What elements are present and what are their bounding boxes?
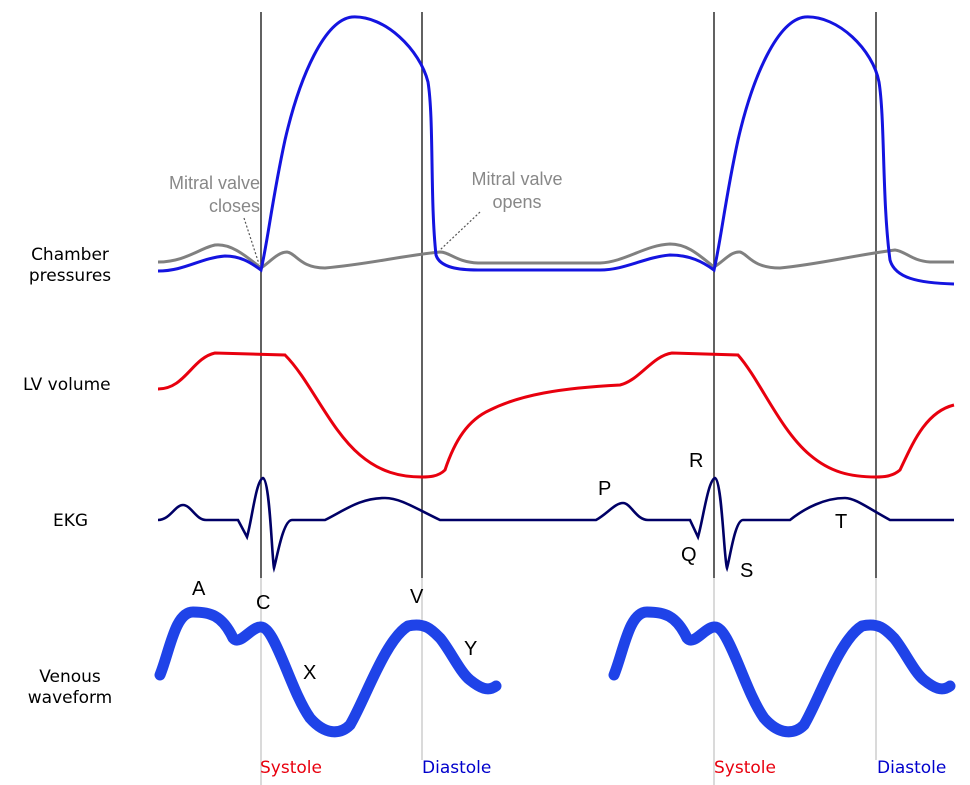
phase-systole-2: Systole [714, 758, 776, 778]
mitral-valve-closes-annotation: Mitral valve closes [140, 172, 260, 218]
lv-volume-curve [157, 351, 955, 479]
ekg-s-label: S [740, 560, 754, 582]
ekg-q-label: Q [681, 544, 697, 566]
venous-c-label: C [256, 592, 271, 614]
venous-waveform-label: Venous waveform [10, 667, 130, 709]
venous-x-label: X [303, 662, 317, 684]
phase-diastole-1: Diastole [422, 758, 492, 778]
phase-systole-1: Systole [260, 758, 322, 778]
venous-waveform-label-line1: Venous [39, 667, 101, 687]
venous-waveform-label-line2: waveform [27, 688, 113, 708]
atrial-pressure-curve [157, 242, 954, 270]
venous-y-label: Y [464, 638, 478, 660]
mitral-opens-line1: Mitral valve [471, 169, 563, 189]
venous-waveform [154, 606, 956, 738]
chamber-pressures-label-line1: Chamber [31, 245, 109, 265]
venous-waveform-segment-1 [154, 606, 502, 738]
mitral-closes-line1: Mitral valve [168, 173, 260, 193]
venous-guide-lines [260, 578, 877, 785]
ekg-r-label: R [689, 450, 704, 472]
venous-v-label: V [410, 586, 424, 608]
mitral-opens-leader [439, 211, 481, 251]
phase-diastole-2: Diastole [877, 758, 947, 778]
ventricular-pressure-curve [157, 15, 955, 286]
mitral-opens-line2: opens [492, 192, 542, 212]
venous-a-label: A [192, 578, 206, 600]
ekg-t-label: T [835, 511, 848, 533]
chamber-pressures-label-line2: pressures [28, 266, 112, 286]
mitral-valve-opens-annotation: Mitral valve opens [457, 168, 577, 214]
chamber-pressures-label: Chamber pressures [10, 245, 130, 287]
ekg-trace [157, 476, 954, 573]
ekg-label: EKG [53, 511, 89, 531]
mitral-closes-line2: closes [208, 196, 260, 216]
cycle-guide-lines [260, 12, 877, 578]
mitral-closes-leader [243, 217, 260, 265]
ekg-p-label: P [598, 478, 612, 500]
lv-volume-label: LV volume [23, 375, 111, 395]
venous-waveform-segment-2 [608, 606, 956, 738]
